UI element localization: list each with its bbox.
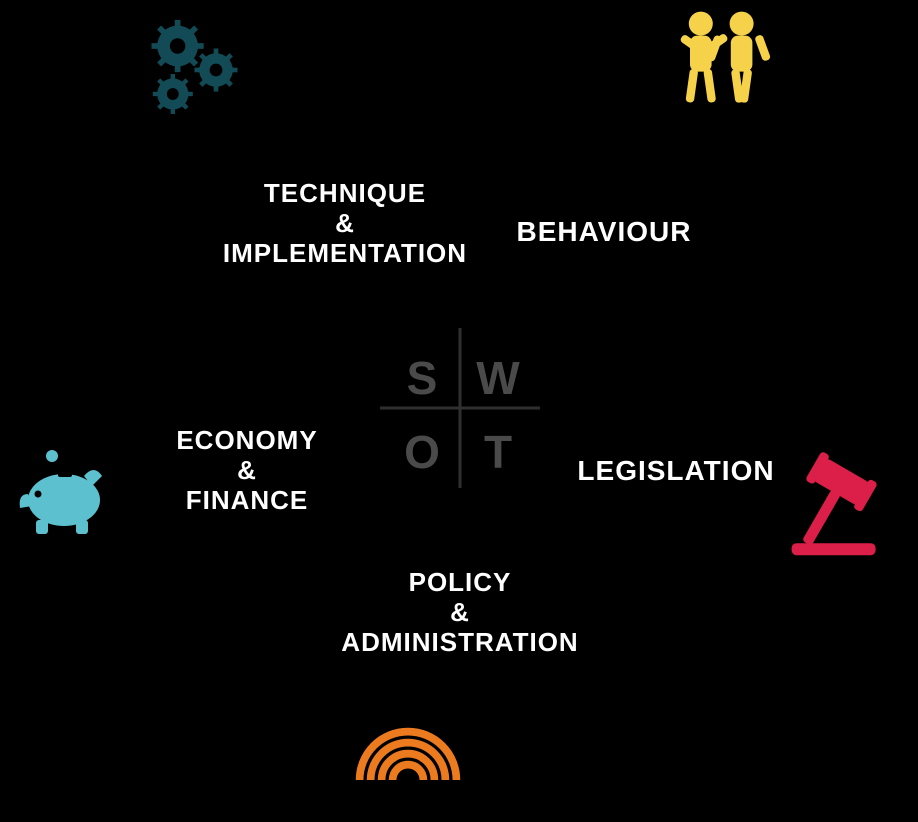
center-letter-o: O (404, 425, 440, 479)
piggy-icon (14, 442, 114, 542)
center-letter-t: T (484, 425, 512, 479)
center-letter-w: W (476, 351, 519, 405)
gears-icon (132, 10, 252, 130)
people-icon (660, 2, 780, 122)
gavel-icon (782, 440, 902, 560)
label-legislation: LEGISLATION (577, 455, 774, 487)
label-behaviour: BEHAVIOUR (517, 216, 692, 248)
label-economy: ECONOMY & FINANCE (176, 426, 317, 516)
target-icon (353, 725, 463, 822)
center-letter-s: S (407, 351, 438, 405)
label-policy: POLICY & ADMINISTRATION (341, 568, 578, 658)
label-technique: TECHNIQUE & IMPLEMENTATION (223, 179, 467, 269)
